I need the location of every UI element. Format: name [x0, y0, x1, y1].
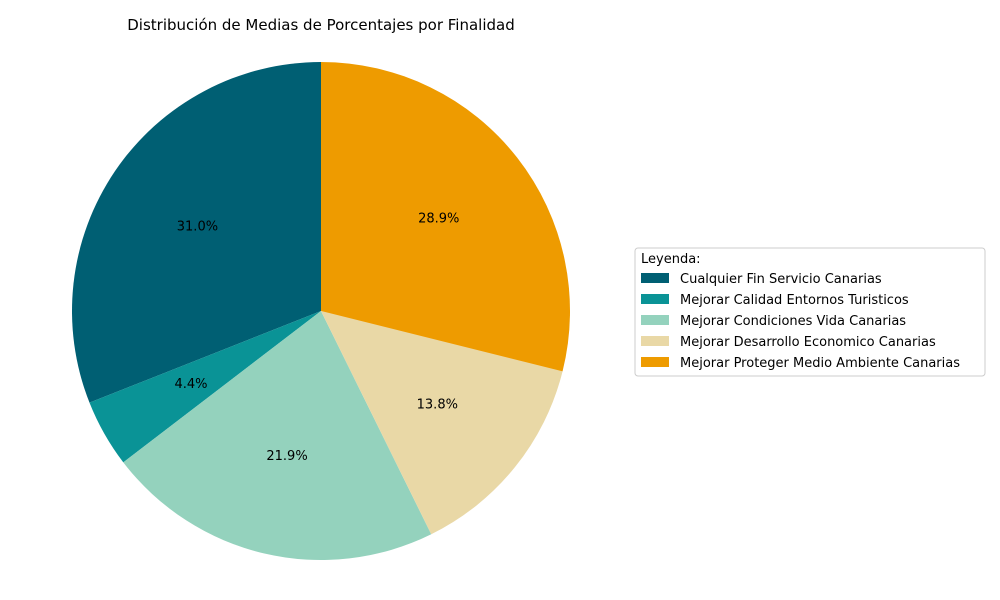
- legend-title: Leyenda:: [641, 252, 701, 267]
- legend-swatch-5: [641, 357, 669, 367]
- legend-items: Cualquier Fin Servicio Canarias Mejorar C…: [641, 272, 960, 371]
- pie-slice-label-1: 31.0%: [177, 220, 218, 235]
- legend-label-1: Cualquier Fin Servicio Canarias: [680, 272, 882, 287]
- pie-slices: [71, 62, 570, 560]
- legend-label-3: Mejorar Condiciones Vida Canarias: [680, 314, 906, 329]
- pie-slice-1: [71, 62, 321, 403]
- legend-swatch-2: [641, 294, 669, 304]
- pie-slice-labels: 31.0% 4.4% 21.9% 13.8% 28.9%: [174, 212, 459, 464]
- pie-slice-label-3: 21.9%: [266, 449, 307, 464]
- legend-swatch-1: [641, 273, 669, 283]
- chart-title: Distribución de Medias de Porcentajes po…: [127, 16, 514, 34]
- pie-slice-label-5: 28.9%: [418, 212, 459, 227]
- legend-swatch-3: [641, 315, 669, 325]
- legend-label-2: Mejorar Calidad Entornos Turisticos: [680, 293, 909, 308]
- pie-slice-label-4: 13.8%: [417, 397, 458, 412]
- pie-slice-label-2: 4.4%: [174, 377, 207, 392]
- legend: Leyenda: Cualquier Fin Servicio Canarias…: [634, 247, 986, 377]
- legend-label-5: Mejorar Proteger Medio Ambiente Canarias: [680, 356, 960, 371]
- pie-slice-3: [123, 311, 432, 560]
- pie-slice-2: [89, 311, 321, 463]
- pie-slice-5: [321, 62, 570, 372]
- legend-label-4: Mejorar Desarrollo Economico Canarias: [680, 335, 936, 350]
- legend-swatch-4: [641, 336, 669, 346]
- legend-frame: [634, 247, 986, 377]
- pie-slice-4: [321, 311, 563, 535]
